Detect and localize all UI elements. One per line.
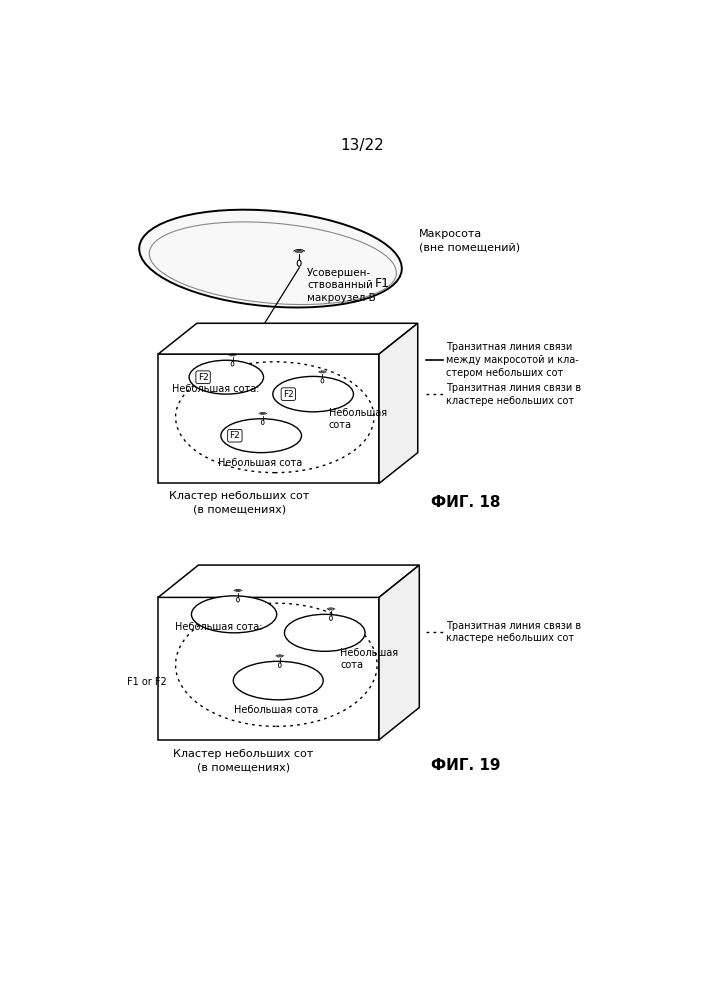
Polygon shape — [158, 565, 419, 597]
Text: 13/22: 13/22 — [340, 138, 384, 153]
Text: Небольшая
сота: Небольшая сота — [340, 648, 398, 670]
Text: Небольшая сота: Небольшая сота — [218, 458, 303, 468]
Ellipse shape — [221, 419, 301, 453]
Text: F2: F2 — [198, 373, 209, 382]
Text: Небольшая
сота: Небольшая сота — [329, 408, 387, 430]
Text: Транзитная линия связи
между макросотой и кла-
стером небольших сот: Транзитная линия связи между макросотой … — [445, 342, 578, 378]
Ellipse shape — [192, 596, 276, 633]
Text: Транзитная линия связи в
кластере небольших сот: Транзитная линия связи в кластере неболь… — [445, 621, 580, 643]
Text: Усовершен-
ствованный
макроузел В: Усовершен- ствованный макроузел В — [307, 268, 375, 303]
Polygon shape — [379, 323, 418, 483]
Text: Транзитная линия связи в
кластере небольших сот: Транзитная линия связи в кластере неболь… — [445, 383, 580, 406]
Polygon shape — [158, 323, 418, 354]
Text: F2: F2 — [283, 390, 293, 399]
Ellipse shape — [231, 362, 234, 366]
Ellipse shape — [233, 661, 323, 700]
Text: F1: F1 — [375, 277, 390, 290]
Ellipse shape — [321, 379, 324, 383]
Ellipse shape — [329, 616, 332, 620]
Ellipse shape — [273, 376, 354, 412]
Ellipse shape — [237, 597, 240, 602]
Text: Небольшая сота:: Небольшая сота: — [172, 384, 259, 394]
Text: Небольшая сота:: Небольшая сота: — [175, 622, 263, 632]
Text: F1 or F2: F1 or F2 — [127, 677, 167, 687]
Ellipse shape — [189, 360, 264, 394]
Ellipse shape — [139, 210, 402, 308]
Polygon shape — [158, 354, 379, 483]
Text: Макросота
(вне помещений): Макросота (вне помещений) — [419, 229, 520, 252]
Ellipse shape — [297, 260, 301, 266]
Text: ФИГ. 19: ФИГ. 19 — [431, 758, 501, 773]
Text: Кластер небольших сот
(в помещениях): Кластер небольших сот (в помещениях) — [170, 491, 310, 514]
Polygon shape — [379, 565, 419, 740]
Polygon shape — [158, 597, 379, 740]
Text: Небольшая сота: Небольшая сота — [234, 705, 318, 715]
Text: ФИГ. 18: ФИГ. 18 — [431, 495, 501, 510]
Ellipse shape — [279, 663, 281, 667]
Ellipse shape — [262, 420, 264, 425]
Text: Кластер небольших сот
(в помещениях): Кластер небольших сот (в помещениях) — [173, 749, 313, 772]
Text: F2: F2 — [230, 431, 240, 440]
Ellipse shape — [284, 614, 365, 651]
